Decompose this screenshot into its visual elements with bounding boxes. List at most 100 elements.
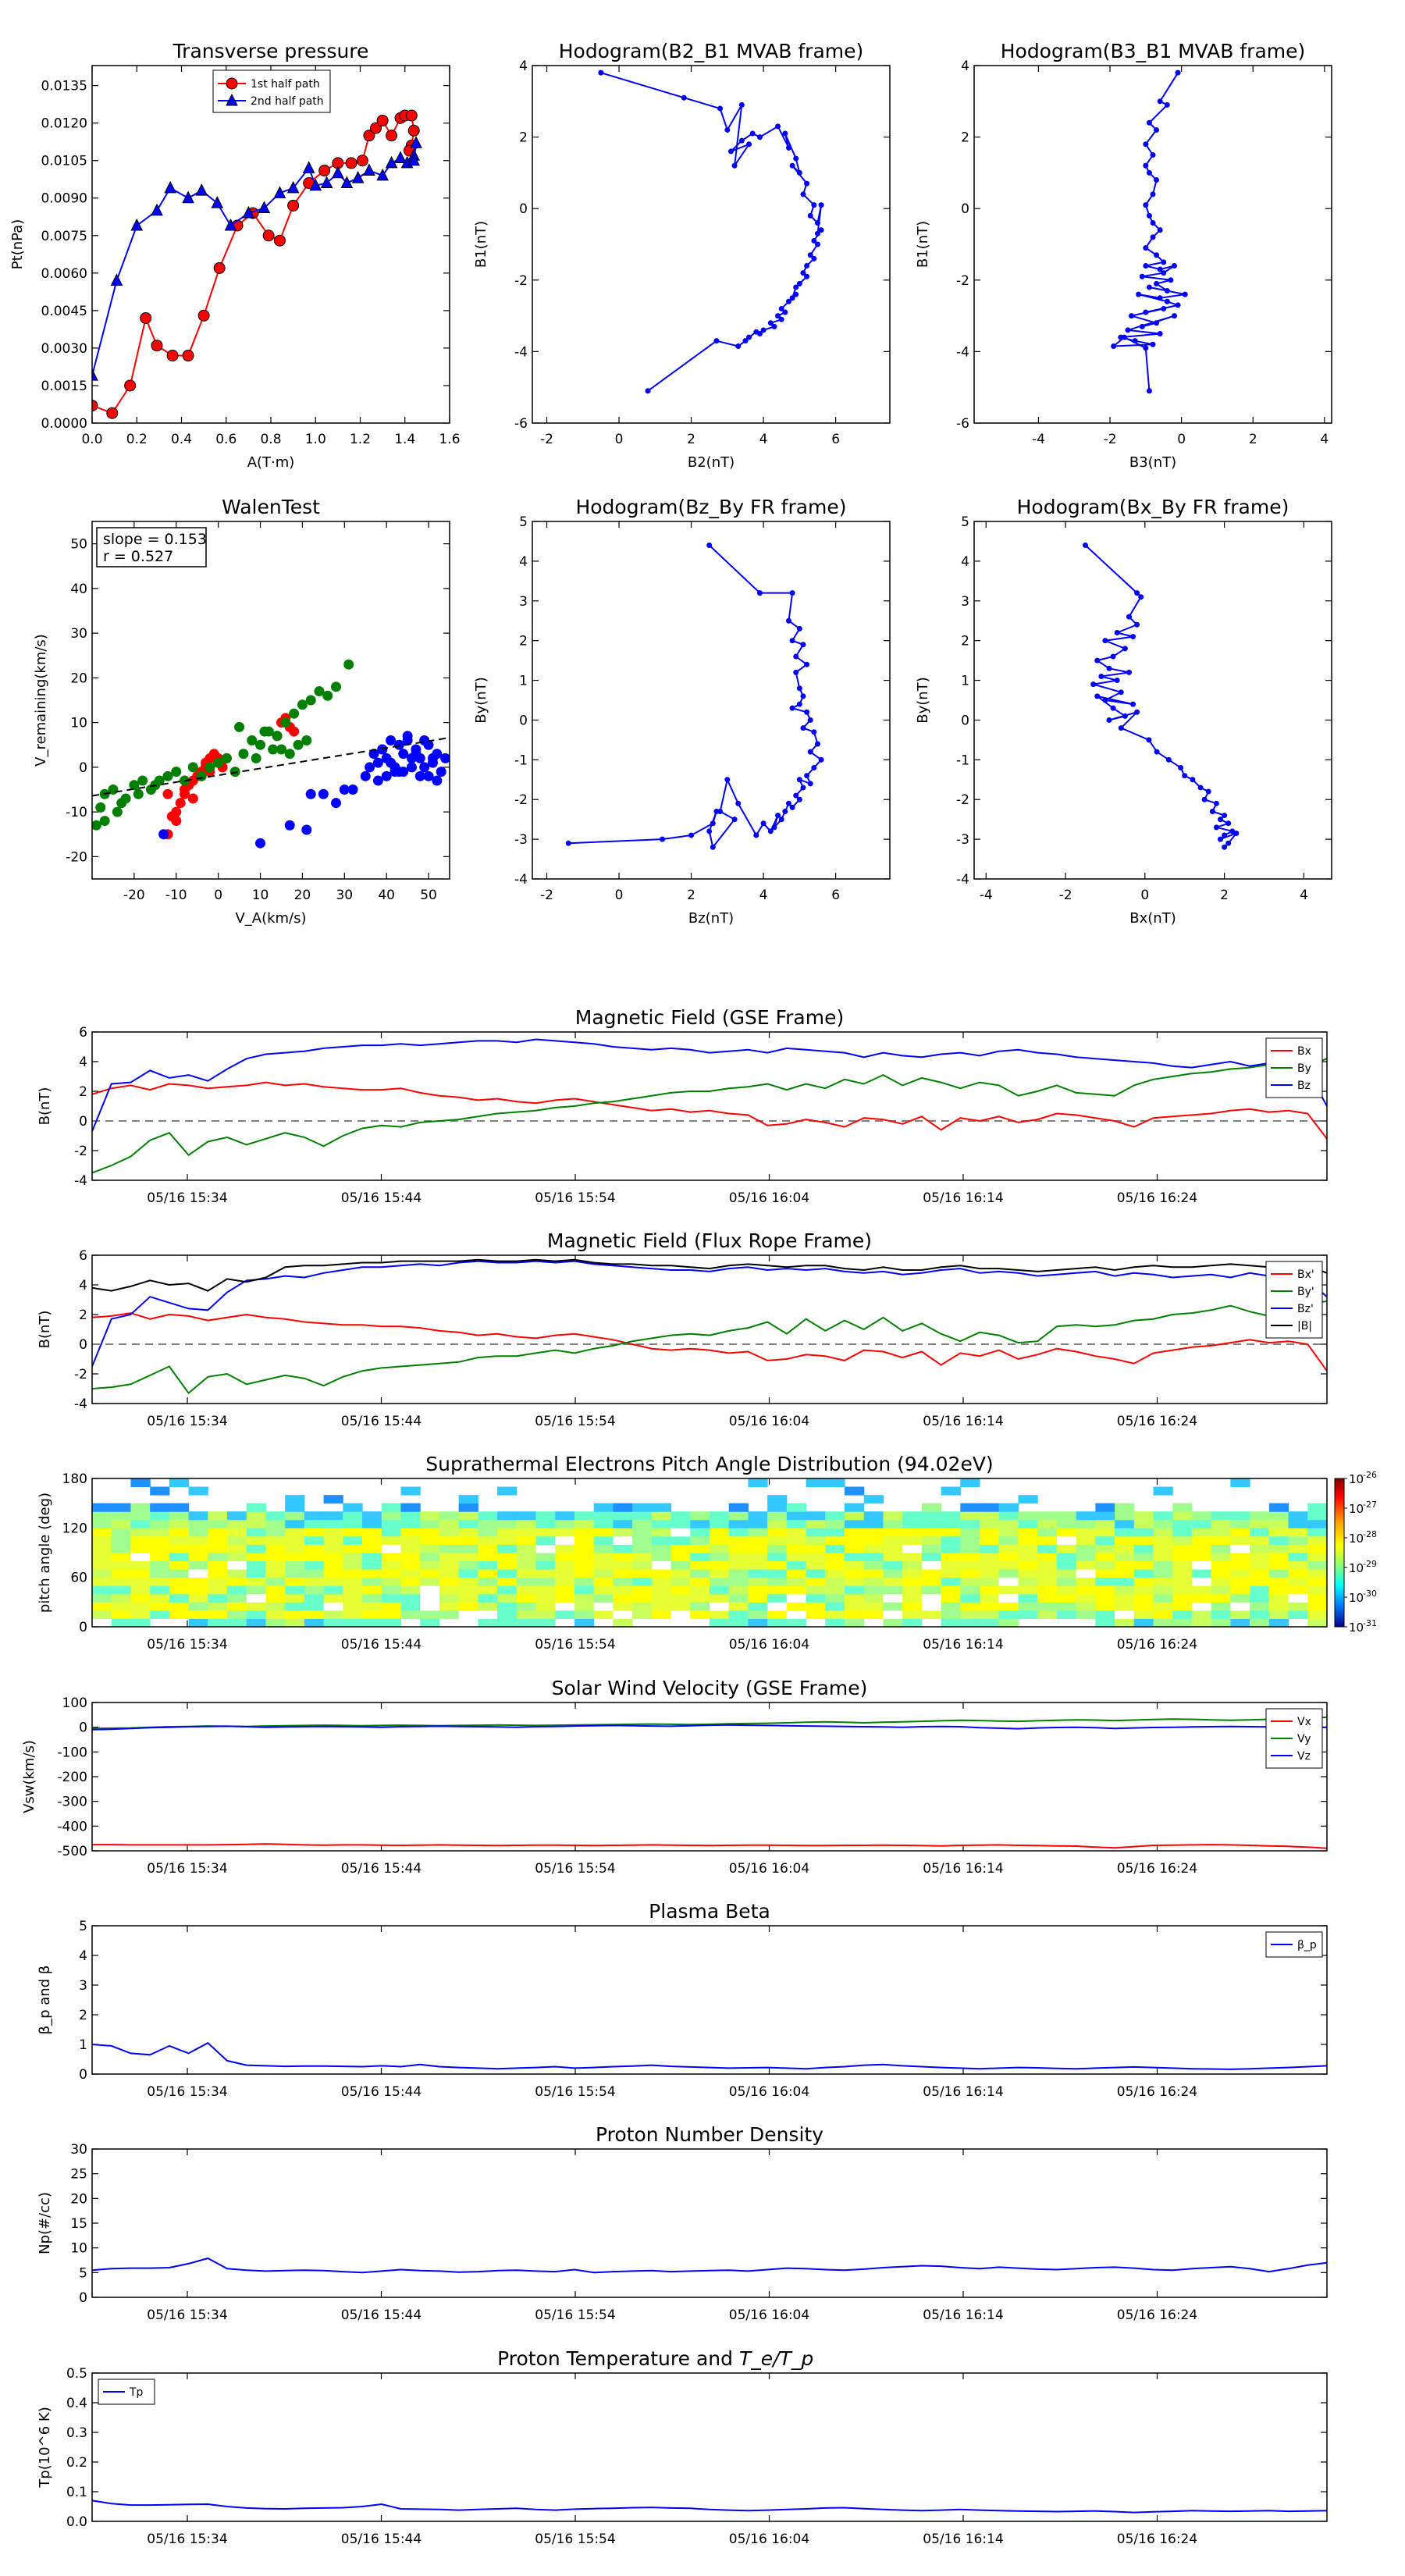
legend-label: Vy [1297, 1733, 1311, 1745]
heatmap-cell [1191, 1553, 1212, 1562]
heatmap-cell [1018, 1528, 1038, 1537]
heatmap-cell [150, 1553, 170, 1562]
scatter-point [372, 757, 383, 768]
heatmap-cell [1268, 1602, 1289, 1611]
x-tick-label: 0 [615, 432, 624, 447]
heatmap-cell [227, 1593, 247, 1603]
heatmap-cell [1115, 1519, 1135, 1528]
heatmap-cell [1056, 1560, 1077, 1570]
heatmap-cell [304, 1528, 325, 1537]
data-point [793, 792, 799, 799]
scatter-point [301, 735, 312, 746]
heatmap-cell [420, 1560, 440, 1570]
chart-title: Proton Temperature and [497, 2347, 733, 2370]
heatmap-cell [690, 1610, 710, 1619]
fit-line [92, 737, 450, 797]
heatmap-cell [921, 1569, 942, 1578]
heatmap-cell [111, 1618, 131, 1627]
data-point [370, 122, 382, 134]
chart-title: Hodogram(Bz_By FR frame) [575, 496, 846, 518]
heatmap-cell [883, 1593, 903, 1603]
heatmap-cell [1056, 1528, 1077, 1537]
heatmap-cell [497, 1577, 518, 1586]
data-point [767, 320, 774, 326]
x-tick-label: 0 [1177, 432, 1186, 447]
heatmap-cell [1230, 1528, 1250, 1537]
heatmap-cell [593, 1569, 614, 1578]
y-axis-label: B1(nT) [473, 221, 489, 268]
y-tick-label: 5 [519, 514, 528, 530]
y-tick-label: 1 [79, 2037, 87, 2053]
heatmap-cell [555, 1577, 575, 1586]
heatmap-cell [574, 1593, 595, 1603]
heatmap-cell [1211, 1560, 1231, 1570]
heatmap-cell [670, 1585, 691, 1595]
data-point [749, 130, 756, 137]
colorbar-tick-label: 10 [1349, 1502, 1364, 1516]
data-point [800, 191, 806, 197]
legend-marker [226, 77, 238, 90]
y-tick-label: 10 [70, 716, 87, 731]
heatmap-cell [825, 1577, 845, 1586]
x-tick-label: 05/16 15:34 [147, 1637, 227, 1653]
data-point [793, 653, 799, 660]
heatmap-cell [710, 1618, 730, 1627]
heatmap-cell [265, 1511, 286, 1521]
heatmap-cell [1250, 1519, 1270, 1528]
scatter-point [289, 708, 300, 719]
legend-label: Bx' [1297, 1268, 1314, 1281]
heatmap-cell [1211, 1602, 1231, 1611]
heatmap-cell [1133, 1560, 1154, 1570]
heatmap-cell [1172, 1602, 1193, 1611]
data-point [713, 338, 720, 344]
data-point [345, 157, 357, 169]
heatmap-cell [786, 1503, 807, 1512]
heatmap-cell [516, 1602, 537, 1611]
data-point [1157, 266, 1163, 272]
heatmap-cell [651, 1511, 672, 1521]
heatmap-cell [381, 1503, 401, 1512]
heatmap-cell [497, 1544, 518, 1553]
y-tick-label: 20 [70, 2191, 87, 2207]
heatmap-cell [497, 1553, 518, 1562]
data-point [746, 141, 752, 148]
scatter-point [284, 820, 295, 831]
heatmap-cell [227, 1511, 247, 1521]
heatmap-cell [1191, 1511, 1212, 1521]
heatmap-cell [1153, 1553, 1173, 1562]
data-point [1205, 788, 1211, 795]
heatmap-cell [246, 1503, 266, 1512]
heatmap-cell [670, 1511, 691, 1521]
scatter-point [339, 785, 350, 795]
heatmap-cell [304, 1610, 325, 1619]
heatmap-cell [323, 1585, 343, 1595]
series-line [92, 2500, 1327, 2514]
x-tick-label: 20 [294, 888, 311, 903]
x-tick-label: 0.6 [215, 432, 237, 447]
x-tick-label: 05/16 15:54 [535, 2532, 615, 2547]
heatmap-cell [670, 1519, 691, 1528]
heatmap-cell [1211, 1553, 1231, 1562]
heatmap-cell [941, 1585, 961, 1595]
x-tick-label: 1.0 [305, 432, 326, 447]
data-point [1143, 245, 1149, 251]
data-point [1143, 262, 1149, 269]
data-point [164, 180, 176, 194]
data-point [811, 255, 817, 262]
data-point [746, 334, 752, 340]
y-tick-label: -1 [956, 753, 969, 768]
scatter-point [368, 749, 379, 760]
y-tick-label: 0.0135 [41, 79, 87, 94]
heatmap-cell [845, 1593, 865, 1603]
y-tick-label: 0.0075 [41, 229, 87, 244]
title-math: T_e/T_p [739, 2347, 813, 2370]
y-tick-label: 0.4 [66, 2396, 87, 2411]
heatmap-cell [323, 1560, 343, 1570]
data-point [1182, 291, 1188, 297]
heatmap-cell [980, 1560, 1000, 1570]
data-point [738, 137, 745, 144]
heatmap-cell [323, 1569, 343, 1578]
heatmap-cell [921, 1535, 942, 1545]
